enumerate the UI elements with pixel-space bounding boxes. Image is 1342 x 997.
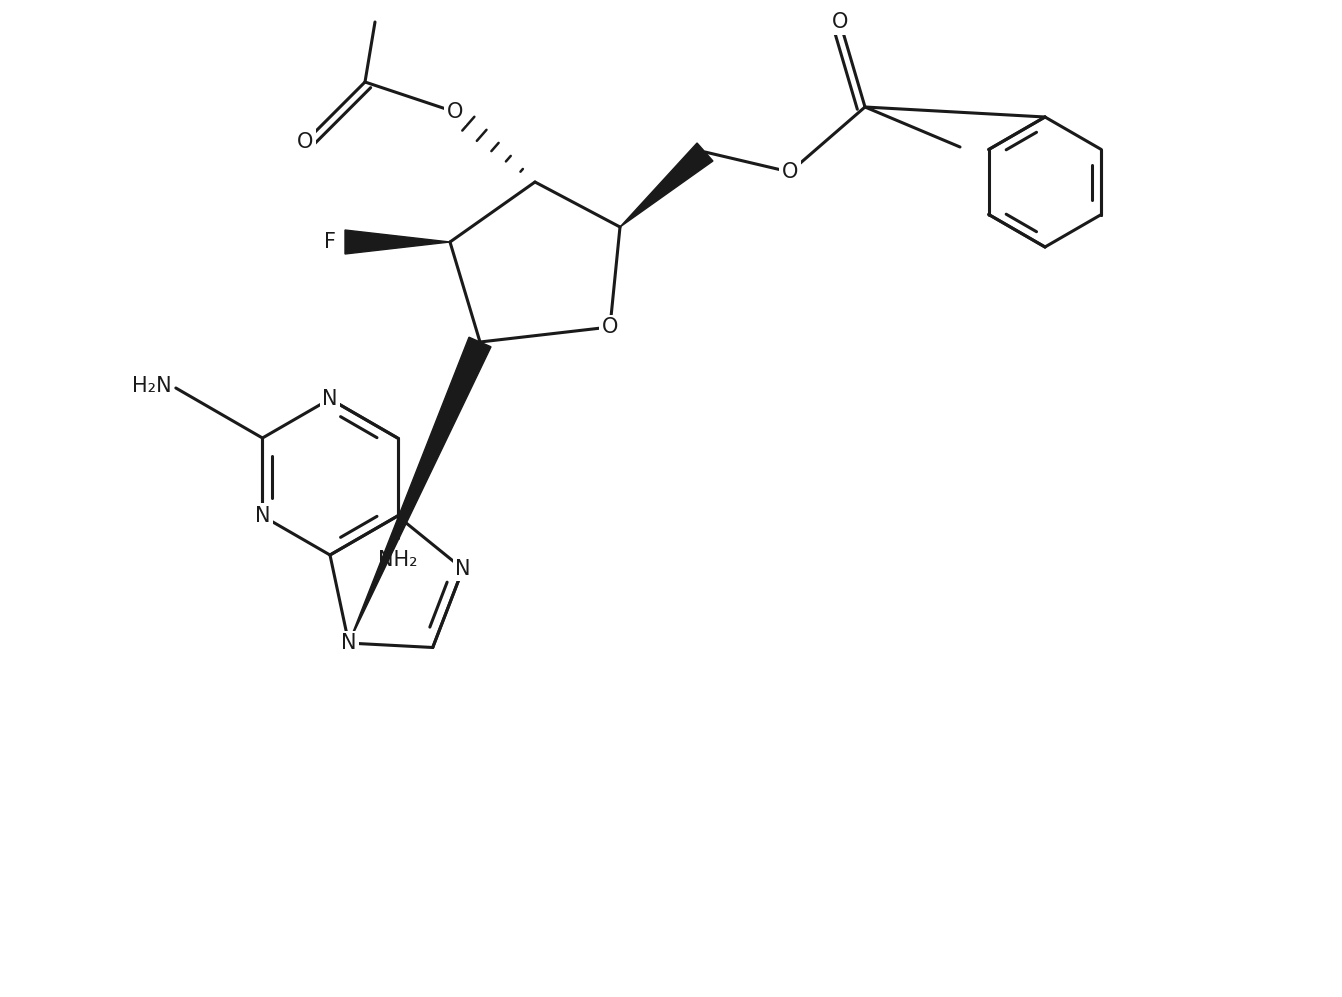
Text: O: O — [601, 317, 619, 337]
Text: H₂N: H₂N — [132, 376, 172, 396]
Text: O: O — [832, 12, 848, 32]
Polygon shape — [620, 143, 713, 227]
Text: O: O — [447, 102, 463, 122]
Polygon shape — [349, 337, 491, 643]
Text: N: N — [455, 559, 471, 579]
Text: N: N — [341, 633, 357, 653]
Text: O: O — [297, 132, 313, 152]
Text: N: N — [322, 389, 338, 409]
Text: NH₂: NH₂ — [377, 550, 417, 570]
Text: O: O — [782, 162, 798, 182]
Text: N: N — [255, 506, 270, 526]
Polygon shape — [345, 230, 450, 254]
Text: F: F — [323, 232, 336, 252]
